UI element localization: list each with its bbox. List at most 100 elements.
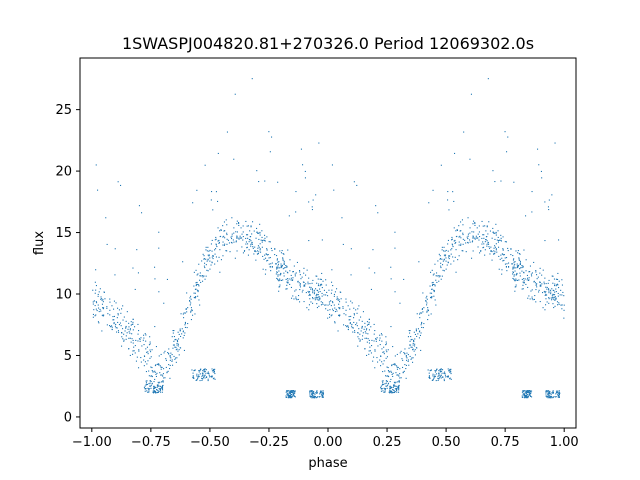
data-point xyxy=(290,390,292,392)
data-point xyxy=(289,395,291,397)
data-point xyxy=(527,390,529,392)
data-point xyxy=(325,304,327,306)
data-point xyxy=(281,266,283,268)
data-point xyxy=(526,274,528,276)
data-point xyxy=(289,390,291,392)
data-point xyxy=(165,366,167,368)
data-point xyxy=(205,258,207,260)
data-point xyxy=(251,243,253,245)
data-point xyxy=(153,391,155,393)
data-point xyxy=(196,289,198,291)
data-point xyxy=(146,380,148,382)
data-point xyxy=(303,285,305,287)
data-point xyxy=(409,330,411,332)
data-point xyxy=(316,289,318,291)
data-point xyxy=(495,243,497,245)
data-point xyxy=(482,241,484,243)
data-point xyxy=(102,308,104,310)
data-point xyxy=(156,363,158,365)
data-point xyxy=(129,328,131,330)
data-point xyxy=(296,261,298,263)
data-point xyxy=(355,324,357,326)
data-point xyxy=(336,296,338,298)
data-point xyxy=(552,396,554,398)
data-point xyxy=(142,339,144,341)
data-point xyxy=(525,283,527,285)
data-point xyxy=(116,331,118,333)
data-point xyxy=(278,290,280,292)
data-point xyxy=(381,334,383,336)
data-point xyxy=(196,379,198,381)
data-point xyxy=(311,206,313,208)
data-point xyxy=(222,236,224,238)
data-point xyxy=(398,384,400,386)
data-point xyxy=(192,314,194,316)
data-point xyxy=(541,177,543,179)
data-point xyxy=(478,231,480,233)
data-point xyxy=(214,253,216,255)
data-point xyxy=(246,234,248,236)
data-point xyxy=(450,263,452,265)
data-point xyxy=(452,246,454,248)
data-point xyxy=(450,371,452,373)
data-point xyxy=(131,323,133,325)
data-point xyxy=(443,259,445,261)
data-point xyxy=(500,237,502,239)
data-point xyxy=(545,390,547,392)
data-point xyxy=(428,376,430,378)
data-point xyxy=(523,394,525,396)
data-point xyxy=(252,221,254,223)
data-point xyxy=(458,244,460,246)
data-point xyxy=(97,293,99,295)
data-point xyxy=(204,377,206,379)
data-point xyxy=(109,309,111,311)
data-point xyxy=(399,377,401,379)
data-point xyxy=(515,286,517,288)
data-point xyxy=(353,314,355,316)
data-point xyxy=(118,331,120,333)
data-point xyxy=(394,382,396,384)
data-point xyxy=(314,291,316,293)
data-point xyxy=(228,242,230,244)
data-point xyxy=(515,279,517,281)
data-point xyxy=(413,331,415,333)
data-point xyxy=(261,236,263,238)
data-point xyxy=(419,334,421,336)
data-point xyxy=(275,263,277,265)
data-point xyxy=(552,397,554,399)
data-point xyxy=(368,350,370,352)
data-point xyxy=(548,397,550,399)
data-point xyxy=(152,371,154,373)
data-point xyxy=(117,330,119,332)
data-point xyxy=(103,307,105,309)
data-point xyxy=(156,392,158,394)
data-point xyxy=(95,301,97,303)
data-point xyxy=(269,241,271,243)
data-point xyxy=(236,250,238,252)
data-point xyxy=(264,273,266,275)
data-point xyxy=(362,332,364,334)
data-point xyxy=(143,334,145,336)
data-point xyxy=(349,322,351,324)
data-point xyxy=(527,395,529,397)
data-point xyxy=(94,281,96,283)
data-point xyxy=(404,364,406,366)
data-point xyxy=(219,249,221,251)
data-point xyxy=(238,238,240,240)
data-point xyxy=(264,237,266,239)
data-point xyxy=(432,274,434,276)
data-point xyxy=(160,387,162,389)
data-point xyxy=(358,319,360,321)
data-point xyxy=(486,225,488,227)
data-point xyxy=(486,226,488,228)
data-point xyxy=(139,338,141,340)
data-point xyxy=(149,357,151,359)
data-point xyxy=(450,370,452,372)
data-point xyxy=(338,314,340,316)
data-point xyxy=(155,346,157,348)
data-point xyxy=(233,227,235,229)
data-point xyxy=(282,259,284,261)
data-point xyxy=(431,296,433,298)
data-point xyxy=(320,390,322,392)
data-point xyxy=(226,250,228,252)
